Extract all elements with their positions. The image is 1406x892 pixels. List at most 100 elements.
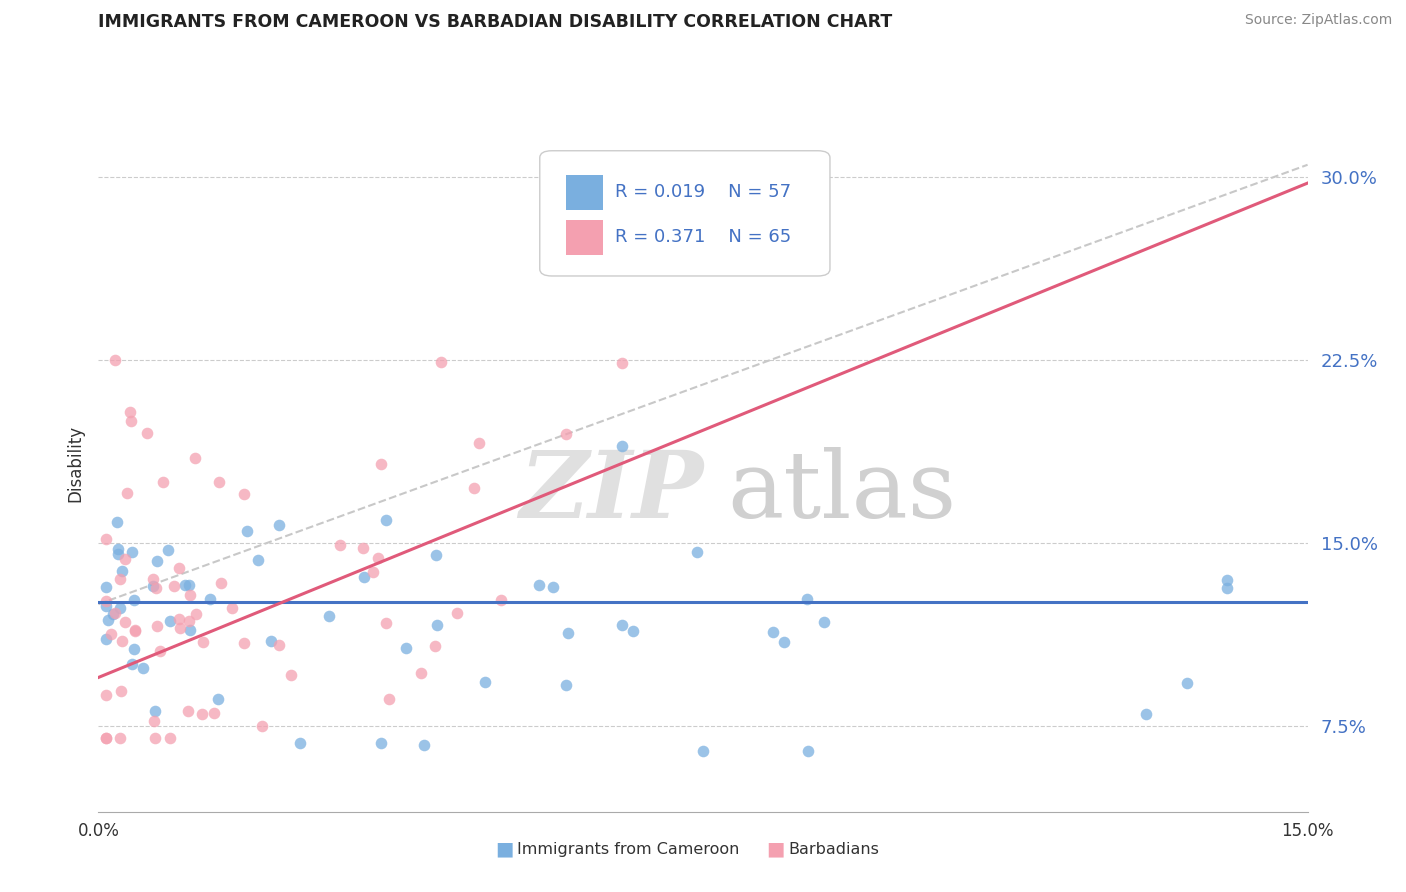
Point bbox=[409, 666, 432, 681]
Point bbox=[177, 704, 200, 718]
Point bbox=[236, 524, 259, 539]
Point bbox=[375, 615, 398, 630]
Point bbox=[174, 578, 197, 592]
Point bbox=[107, 541, 129, 556]
Point bbox=[547, 255, 569, 269]
Point bbox=[772, 635, 794, 649]
Point bbox=[247, 553, 270, 567]
Point bbox=[191, 706, 214, 721]
Point bbox=[375, 513, 398, 527]
Point bbox=[209, 576, 232, 591]
Point bbox=[557, 625, 579, 640]
Point bbox=[131, 661, 153, 675]
Point bbox=[555, 678, 578, 692]
Point bbox=[267, 638, 290, 652]
Point bbox=[103, 353, 125, 368]
Point bbox=[114, 615, 136, 630]
Point bbox=[110, 565, 132, 579]
Point bbox=[198, 592, 221, 607]
Point bbox=[169, 621, 191, 635]
Point bbox=[96, 599, 118, 614]
Point bbox=[100, 627, 122, 641]
Point bbox=[159, 731, 181, 746]
Text: ■: ■ bbox=[766, 839, 785, 859]
Point bbox=[425, 639, 447, 653]
Point bbox=[101, 607, 124, 622]
Point bbox=[186, 607, 208, 622]
Point bbox=[370, 458, 392, 472]
Point bbox=[96, 632, 118, 646]
Point bbox=[426, 618, 449, 632]
Point bbox=[491, 592, 513, 607]
Point bbox=[280, 668, 302, 682]
Point bbox=[105, 515, 128, 529]
Point bbox=[352, 541, 374, 555]
Point bbox=[429, 354, 451, 368]
Point bbox=[124, 624, 146, 638]
Point bbox=[1135, 707, 1157, 722]
Point bbox=[813, 615, 835, 629]
Point bbox=[1216, 582, 1239, 596]
Point bbox=[114, 552, 136, 566]
Point bbox=[1216, 573, 1239, 587]
Point bbox=[163, 578, 186, 592]
Point bbox=[252, 719, 274, 733]
Point bbox=[122, 642, 145, 657]
Y-axis label: Disability: Disability bbox=[66, 425, 84, 502]
Point bbox=[367, 550, 389, 565]
Point bbox=[361, 565, 384, 579]
Point bbox=[143, 731, 166, 746]
Point bbox=[143, 704, 166, 718]
Text: Immigrants from Cameroon: Immigrants from Cameroon bbox=[517, 842, 740, 856]
Point bbox=[159, 614, 181, 628]
Point bbox=[117, 485, 139, 500]
Point bbox=[193, 634, 215, 648]
Point bbox=[157, 543, 180, 558]
Text: IMMIGRANTS FROM CAMEROON VS BARBADIAN DISABILITY CORRELATION CHART: IMMIGRANTS FROM CAMEROON VS BARBADIAN DI… bbox=[98, 13, 893, 31]
Point bbox=[108, 601, 131, 615]
FancyBboxPatch shape bbox=[567, 220, 603, 255]
Point bbox=[318, 609, 340, 624]
Text: ZIP: ZIP bbox=[519, 447, 703, 537]
Point bbox=[1175, 675, 1198, 690]
Point bbox=[467, 435, 489, 450]
Point bbox=[110, 731, 132, 746]
Text: ■: ■ bbox=[495, 839, 513, 859]
Point bbox=[378, 692, 401, 706]
Point bbox=[797, 744, 820, 758]
Point bbox=[169, 560, 191, 574]
Point bbox=[232, 487, 254, 501]
Point bbox=[208, 475, 231, 490]
Point bbox=[122, 592, 145, 607]
Point bbox=[288, 736, 311, 750]
Point bbox=[96, 580, 118, 594]
Point bbox=[267, 517, 290, 532]
Point bbox=[796, 592, 818, 607]
Point bbox=[612, 356, 634, 370]
Point bbox=[111, 633, 134, 648]
Point bbox=[96, 731, 118, 746]
Point bbox=[463, 481, 485, 495]
Text: Barbadians: Barbadians bbox=[789, 842, 880, 856]
Point bbox=[260, 633, 283, 648]
Point bbox=[395, 640, 418, 655]
Point bbox=[110, 684, 132, 698]
Point bbox=[167, 612, 190, 626]
Point bbox=[146, 553, 169, 567]
Point bbox=[329, 538, 352, 552]
Point bbox=[121, 545, 143, 559]
Point bbox=[353, 569, 375, 583]
Point bbox=[121, 657, 143, 671]
Point bbox=[541, 580, 564, 594]
Point bbox=[762, 625, 785, 640]
Point bbox=[107, 547, 129, 561]
Text: R = 0.371    N = 65: R = 0.371 N = 65 bbox=[614, 228, 792, 246]
Point bbox=[118, 405, 141, 419]
Point bbox=[104, 606, 127, 620]
Text: Source: ZipAtlas.com: Source: ZipAtlas.com bbox=[1244, 13, 1392, 28]
Point bbox=[152, 475, 174, 490]
Point bbox=[142, 572, 165, 586]
Point bbox=[96, 594, 118, 608]
Point bbox=[96, 533, 118, 547]
Point bbox=[124, 624, 146, 638]
